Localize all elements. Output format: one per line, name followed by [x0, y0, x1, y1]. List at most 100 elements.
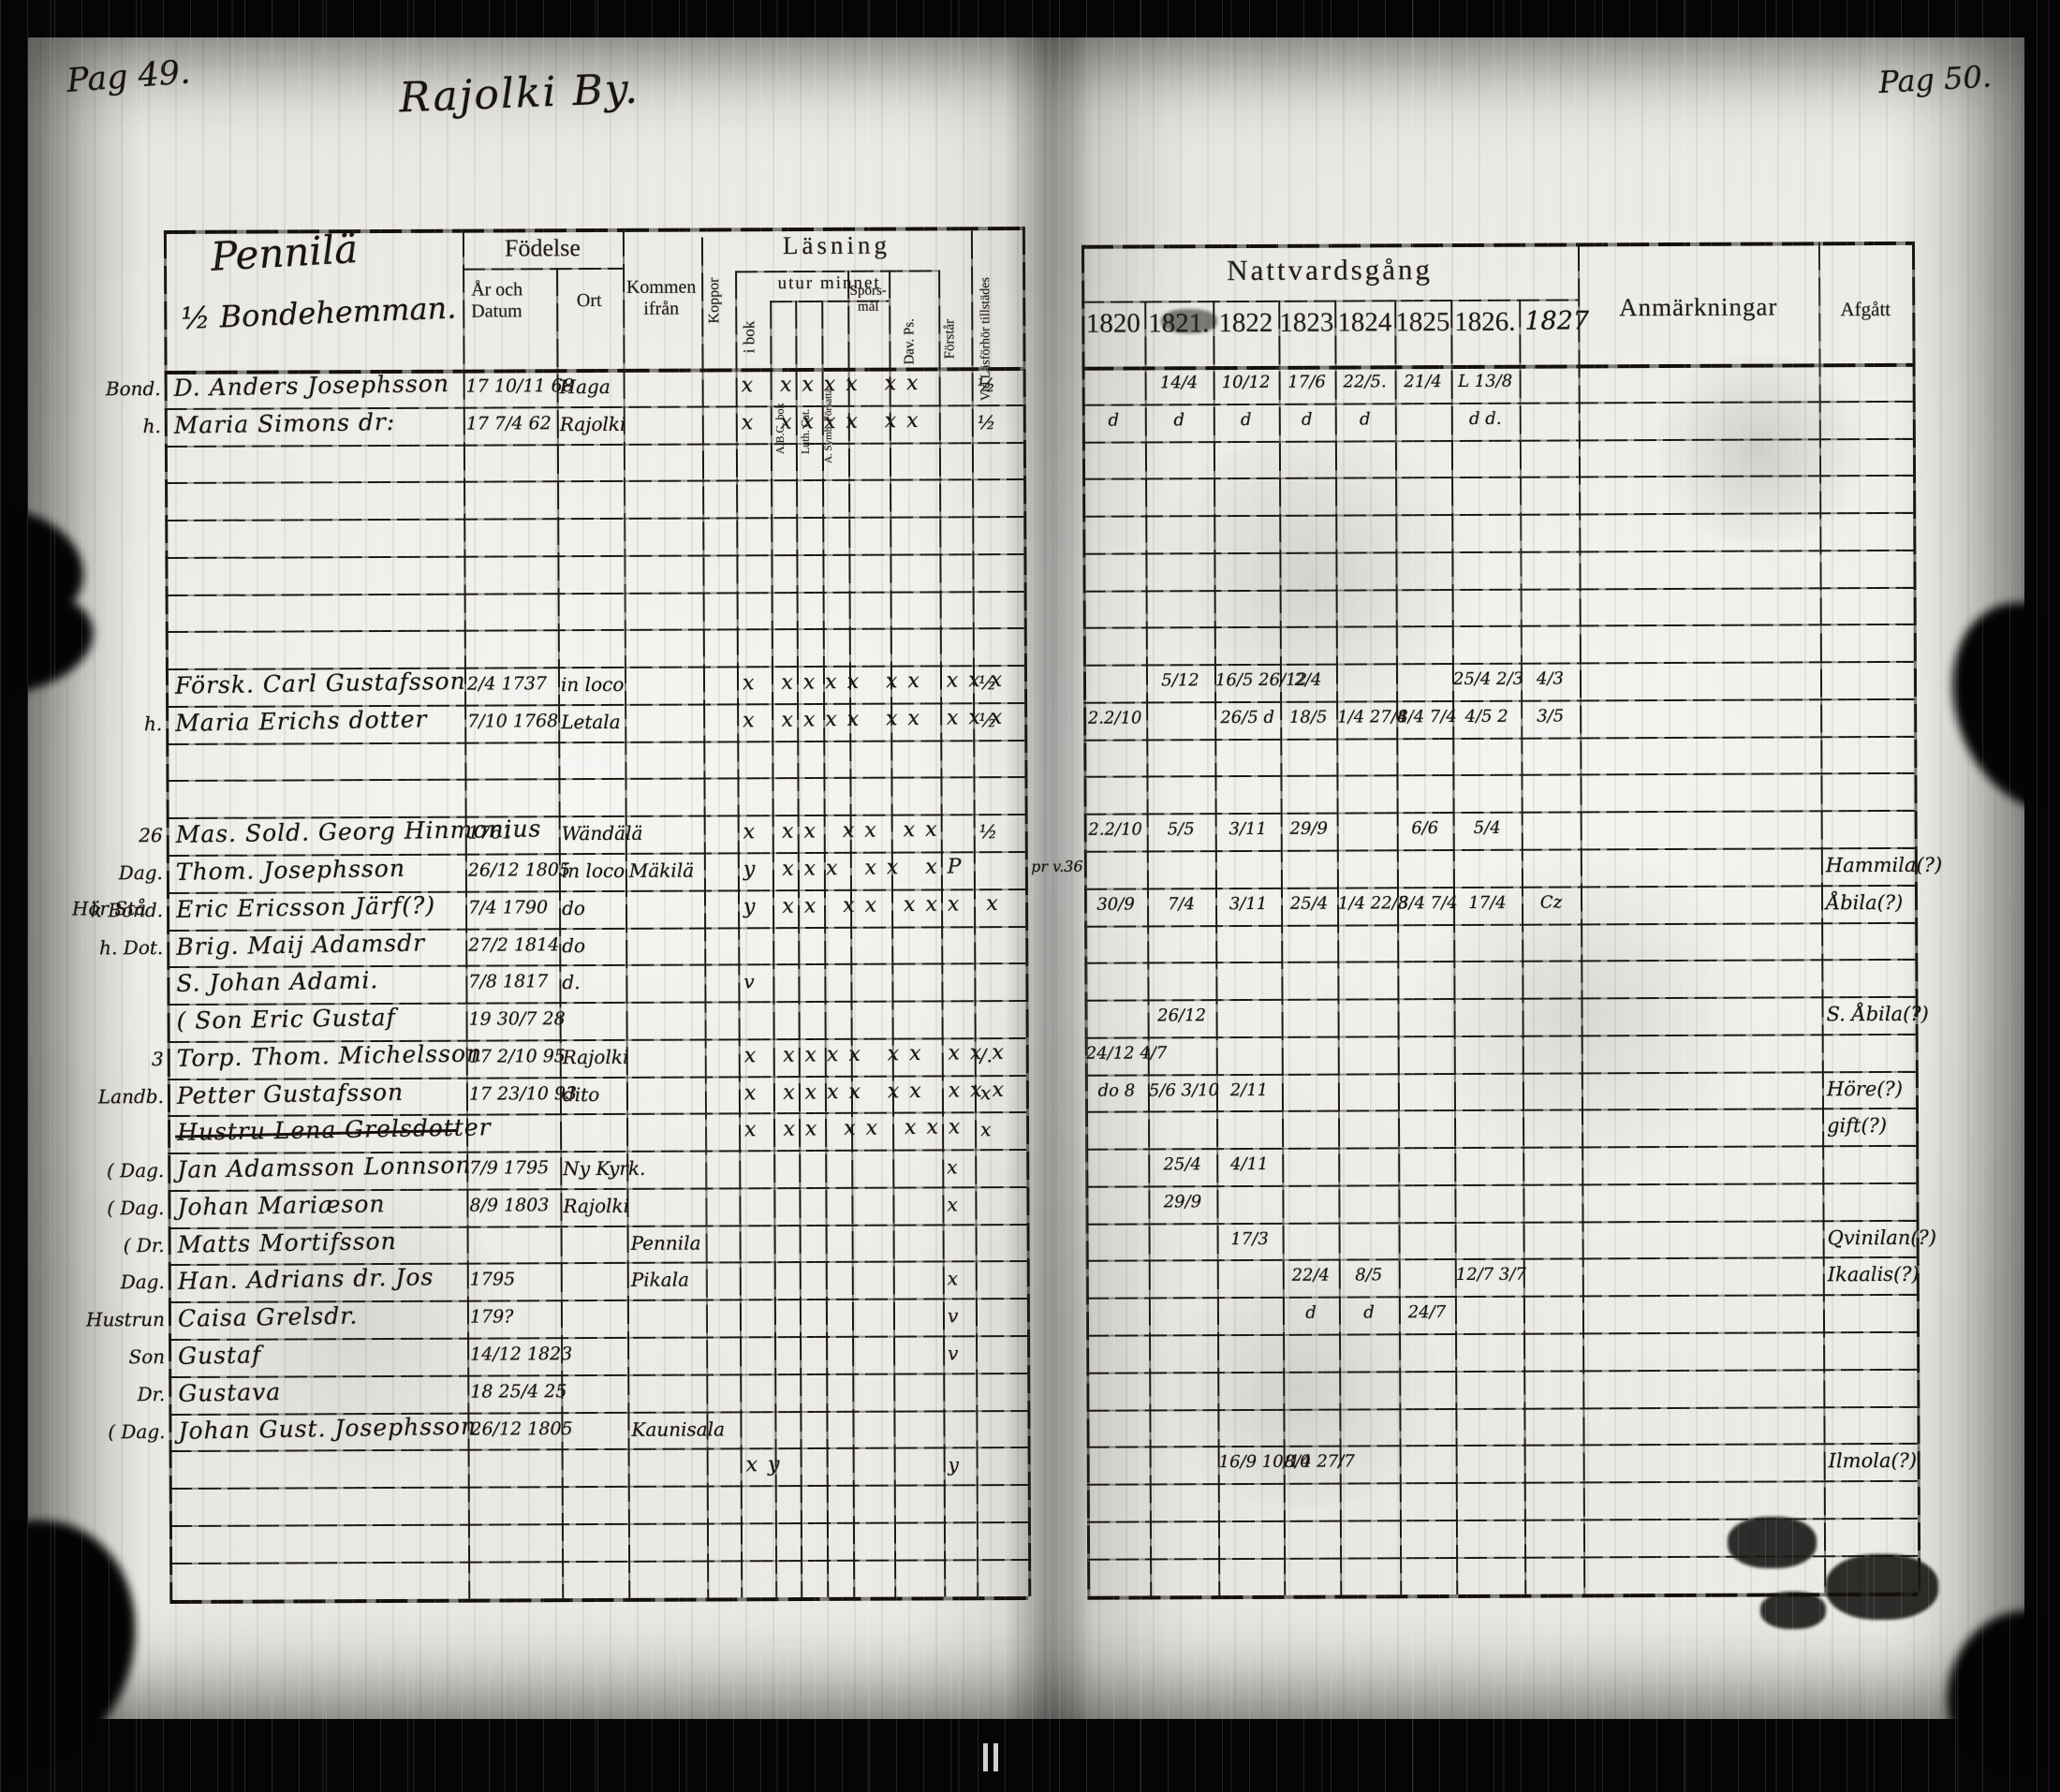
- reading-marks: xy: [745, 1452, 790, 1477]
- grid-hline: [1082, 511, 1914, 518]
- village-title: Rajolki By.: [398, 65, 640, 123]
- reading-marks: x xxxx xx xxx: [743, 1040, 1014, 1068]
- grid-hline: [1084, 1070, 1916, 1077]
- birth-place: dito: [562, 1083, 600, 1107]
- reading-marks: y xxx xx xP: [743, 855, 972, 882]
- nattvard-date: 8/4 7/4: [1397, 707, 1457, 727]
- birth-place: Rajolki: [562, 1045, 629, 1069]
- grid-hline: [1084, 1033, 1916, 1039]
- nattvard-date: 1/4 27/4: [1337, 707, 1408, 727]
- grid-hline: [165, 553, 1024, 560]
- household-subtitle-script: ½ Bondehemman.: [180, 289, 458, 337]
- grid-vline: [1817, 242, 1827, 1594]
- birth-place: do: [562, 897, 585, 920]
- margin-note: Dag.: [118, 861, 163, 885]
- person-name: Johan Mariæson: [177, 1190, 386, 1221]
- nattvard-date: 17/3: [1230, 1228, 1269, 1250]
- nattvard-date: 8/5: [1355, 1265, 1383, 1285]
- reading-marks: x xxxx xx xxx: [743, 705, 1013, 733]
- margin-note: Hustrun: [85, 1308, 166, 1331]
- birth-date: 26/12 1805: [467, 859, 571, 881]
- person-name: Maria Erichs dotter: [174, 705, 428, 737]
- grid-hline: [1086, 1442, 1918, 1448]
- nattvard-date: 25/4: [1289, 893, 1329, 914]
- nattvard-date: 30/9: [1096, 894, 1135, 915]
- vid-lasforhor-mark: /.: [979, 1044, 993, 1067]
- grid-vline: [795, 301, 803, 1598]
- person-name: Eric Ericsson Järf(?): [175, 891, 436, 923]
- nattvard-date: 2.2/10: [1088, 819, 1143, 840]
- nattvard-date: d: [1359, 409, 1371, 430]
- birth-place: Rajolki: [559, 412, 626, 436]
- birth-place: Ny Kyrk.: [563, 1156, 646, 1181]
- person-name: Thom. Josephsson: [175, 854, 406, 886]
- vid-lasforhor-mark: ½: [978, 709, 997, 732]
- grid-vline: [700, 237, 710, 1598]
- year-label: 1826.: [1454, 306, 1516, 338]
- birth-date: 19 30/7 28: [468, 1008, 566, 1030]
- grid-hline: [1083, 809, 1915, 815]
- grid-vline: [1519, 299, 1527, 1594]
- grid-vline: [1334, 300, 1343, 1595]
- birth-place: Haga: [559, 375, 611, 399]
- birth-date: 17 2/10 95: [468, 1046, 566, 1067]
- film-edge-top: [0, 0, 2060, 37]
- nattvard-date: 4/11: [1229, 1153, 1269, 1175]
- nattvard-date: 16/5 26/12: [1214, 669, 1308, 691]
- person-name: Mas. Sold. Georg Hinmonius: [175, 815, 542, 848]
- nattvard-date: 22/4: [1291, 1265, 1331, 1285]
- grid-hline: [166, 776, 1025, 783]
- margin-note: h.: [142, 415, 161, 438]
- margin-note: Son: [128, 1345, 166, 1369]
- header-lasning: Läsning: [782, 230, 891, 260]
- grid-hline: [1083, 846, 1915, 853]
- nattvard-date: 3/11: [1229, 818, 1267, 840]
- grid-hline: [166, 740, 1025, 746]
- vid-lasforhor-mark: x: [979, 1081, 992, 1105]
- birth-date: 7/4 1790: [468, 897, 549, 918]
- birth-date: 17 23/10 93: [468, 1083, 578, 1105]
- grid-hline: [1086, 1368, 1918, 1374]
- kommen-ifran-entry: Mäkilä: [628, 859, 695, 882]
- nattvard-date: d d.: [1468, 408, 1502, 429]
- i-bok-mark: v: [743, 970, 755, 993]
- nattvard-date: d: [1305, 1302, 1317, 1323]
- grid-hline: [1085, 1182, 1917, 1188]
- reading-marks: x xxxx xx xxx: [742, 668, 1013, 696]
- nattvard-date: 5/5: [1167, 819, 1195, 840]
- birth-date: 7/10 1768: [467, 711, 559, 732]
- afgatt-entry: Hammila(?): [1825, 853, 1943, 877]
- margin-note: ( Dag.: [107, 1197, 165, 1220]
- grid-hline: [165, 591, 1024, 597]
- person-name: Gustaf: [177, 1341, 262, 1370]
- forstar-mark: x: [947, 1193, 958, 1216]
- birth-date: 2/4 1737: [466, 673, 548, 695]
- header-ort: Ort: [576, 289, 602, 312]
- nattvard-date: 18/5: [1288, 707, 1328, 727]
- year-label: 1824: [1337, 307, 1392, 338]
- nattvard-date: 5/4: [1473, 817, 1501, 838]
- grid-vline: [1450, 300, 1459, 1595]
- nattvard-date: 12/7 3/7: [1455, 1264, 1526, 1285]
- nattvard-date: 6/6: [1411, 818, 1439, 839]
- page-number-right: Pag 50.: [1877, 58, 1993, 101]
- grid-hline: [1084, 958, 1916, 964]
- grid-hline: [1087, 1592, 1919, 1600]
- grid-hline: [165, 478, 1024, 485]
- person-name: Petter Gustafsson: [176, 1078, 405, 1109]
- year-label: 1823: [1279, 307, 1334, 338]
- grid-hline: [1083, 884, 1915, 890]
- grid-hline: [1082, 549, 1914, 555]
- nattvard-date: 14/4: [1159, 373, 1199, 393]
- grid-vline: [847, 270, 856, 1597]
- vid-lasforhor-mark: x: [980, 1118, 992, 1141]
- grid-hline: [1082, 474, 1914, 480]
- nattvard-date: d: [1240, 409, 1252, 431]
- reading-marks: x xxxx xx: [741, 371, 929, 398]
- person-name: Försk. Carl Gustafsson: [174, 667, 466, 699]
- forstar-mark: x: [947, 1155, 958, 1179]
- grid-hline: [1083, 698, 1915, 704]
- reading-marks: x xxxx xx xxx: [743, 1078, 1015, 1106]
- reading-marks: x xx xx xxx: [743, 1115, 971, 1142]
